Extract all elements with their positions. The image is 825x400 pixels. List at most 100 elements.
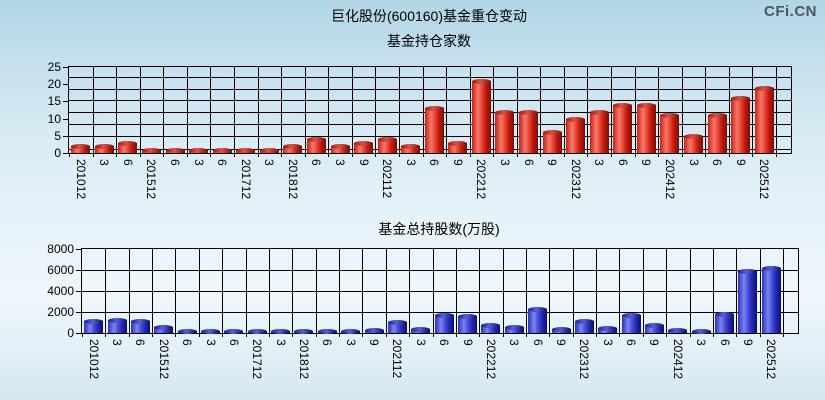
y-axis-tick <box>63 67 68 68</box>
bar <box>495 110 514 153</box>
gridline-vertical <box>163 67 164 153</box>
y-tick-label: 20 <box>47 77 61 91</box>
gridline-vertical <box>573 249 574 333</box>
x-tick-label: 202412 <box>663 159 677 200</box>
gridline-vertical <box>234 67 235 153</box>
gridline-vertical <box>281 67 282 153</box>
x-axis-tick <box>470 153 471 157</box>
x-tick-label: 6 <box>427 159 441 166</box>
gridline-vertical <box>729 67 730 153</box>
x-axis-tick <box>705 153 706 157</box>
bar <box>708 113 727 153</box>
x-tick-label: 6 <box>168 159 182 166</box>
x-axis-tick <box>682 153 683 157</box>
x-axis-tick <box>116 153 117 157</box>
x-axis-tick <box>526 333 527 337</box>
gridline-vertical <box>93 67 94 153</box>
gridline-vertical <box>587 67 588 153</box>
gridline-vertical <box>409 249 410 333</box>
y-axis-tick <box>63 101 68 102</box>
y-tick-label: 5 <box>54 129 61 143</box>
bar <box>166 148 185 153</box>
bar <box>341 329 360 334</box>
gridline-vertical <box>549 249 550 333</box>
bar <box>71 144 90 153</box>
x-tick-label: 201012 <box>74 159 88 200</box>
bar <box>755 86 774 153</box>
bar <box>142 148 161 153</box>
x-tick-label: 3 <box>204 339 218 346</box>
gridline-vertical <box>635 67 636 153</box>
x-tick-label: 9 <box>639 159 653 166</box>
bar <box>248 329 267 334</box>
x-tick-label: 202112 <box>380 159 394 199</box>
bar <box>472 79 491 153</box>
bar <box>435 313 454 333</box>
y-axis-tick <box>76 312 81 313</box>
gridline-vertical <box>175 249 176 333</box>
bar <box>388 320 407 333</box>
x-axis-tick <box>339 333 340 337</box>
bar <box>692 329 711 334</box>
x-axis-tick <box>269 333 270 337</box>
x-axis-tick <box>619 333 620 337</box>
x-axis-tick <box>258 153 259 157</box>
x-tick-label: 9 <box>734 159 748 166</box>
gridline-vertical <box>736 249 737 333</box>
gridline-vertical <box>493 67 494 153</box>
x-axis-tick <box>82 333 83 337</box>
bar <box>738 269 757 333</box>
x-tick-label: 6 <box>531 339 545 346</box>
gridline-vertical <box>619 249 620 333</box>
x-axis-tick <box>187 153 188 157</box>
x-tick-label: 3 <box>601 339 615 346</box>
x-axis-tick <box>493 153 494 157</box>
gridline-horizontal <box>69 100 791 101</box>
x-axis-tick <box>503 333 504 337</box>
x-axis-tick <box>713 333 714 337</box>
gridline-vertical <box>152 249 153 333</box>
x-axis-tick <box>234 153 235 157</box>
x-axis-tick <box>643 333 644 337</box>
x-tick-label: 9 <box>741 339 755 346</box>
bar <box>684 134 703 153</box>
x-tick-label: 9 <box>647 339 661 346</box>
x-tick-label: 201712 <box>239 159 253 200</box>
gridline-vertical <box>316 249 317 333</box>
x-tick-label: 6 <box>309 159 323 166</box>
bar <box>236 148 255 153</box>
x-tick-label: 6 <box>616 159 630 166</box>
gridline-vertical <box>305 67 306 153</box>
bar <box>108 318 127 333</box>
x-axis-tick <box>752 153 753 157</box>
x-tick-label: 3 <box>404 159 418 166</box>
bar <box>543 130 562 153</box>
x-axis-tick <box>549 333 550 337</box>
x-tick-label: 202512 <box>764 339 778 380</box>
gridline-vertical <box>658 67 659 153</box>
gridline-vertical <box>423 67 424 153</box>
gridline-horizontal <box>82 312 798 313</box>
x-axis-tick <box>596 333 597 337</box>
gridline-vertical <box>470 67 471 153</box>
x-axis-tick <box>573 333 574 337</box>
chart1-title: 基金持仓家数 <box>387 33 471 49</box>
x-axis-tick <box>199 333 200 337</box>
gridline-horizontal <box>82 270 798 271</box>
gridline-vertical <box>540 67 541 153</box>
gridline-vertical <box>760 249 761 333</box>
x-tick-label: 9 <box>357 159 371 166</box>
y-axis-tick <box>76 333 81 334</box>
bar <box>613 103 632 153</box>
x-tick-label: 3 <box>97 159 111 166</box>
x-tick-label: 201812 <box>297 339 311 380</box>
bar <box>189 148 208 153</box>
x-tick-label: 3 <box>110 339 124 346</box>
y-tick-label: 6000 <box>47 263 74 277</box>
bar <box>401 144 420 153</box>
x-tick-label: 201512 <box>157 339 171 380</box>
gridline-vertical <box>526 249 527 333</box>
bar <box>95 144 114 153</box>
x-tick-label: 9 <box>545 159 559 166</box>
gridline-vertical <box>362 249 363 333</box>
